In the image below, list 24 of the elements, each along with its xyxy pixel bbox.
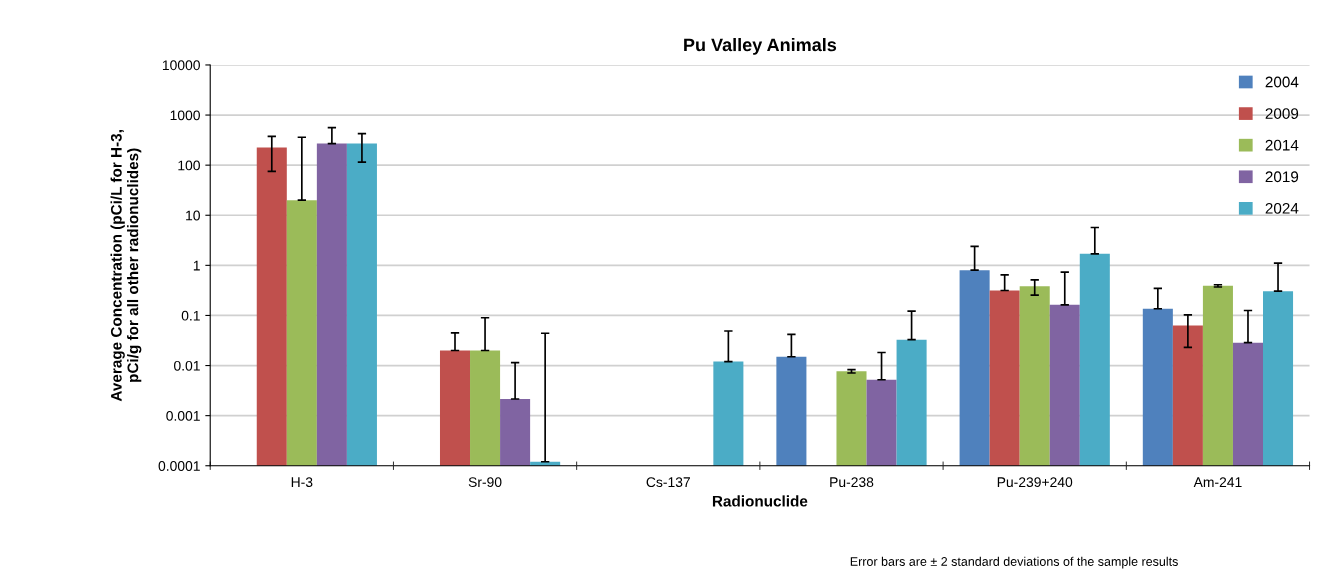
y-tick-label: 10000 [162, 60, 200, 71]
legend-label: 2019 [1265, 171, 1299, 183]
y-axis-title: Average Concentration (pCi/L for H-3, pCi/g for all other radionuclides) [110, 130, 142, 402]
x-axis-title: Radionuclide [712, 495, 808, 507]
x-tick-label: Pu-238 [830, 477, 874, 488]
y-tick-label: 100 [178, 160, 200, 171]
x-tick-label: Sr-90 [468, 477, 502, 488]
legend-label: 2024 [1265, 202, 1299, 214]
x-tick-label: Cs-137 [646, 477, 690, 488]
legend-label: 2014 [1265, 139, 1299, 151]
x-tick-label: Am-241 [1193, 477, 1242, 487]
y-tick-label: 10 [186, 210, 200, 221]
y-tick-label: 1000 [170, 110, 200, 121]
y-tick-label: 0.1 [181, 310, 200, 321]
x-tick-label: Pu-239+240 [997, 477, 1073, 488]
y-tick-label: 0.01 [174, 360, 200, 371]
y-tick-label: 0.001 [166, 410, 200, 421]
legend-label: 2004 [1265, 76, 1299, 88]
chart-title: Pu Valley Animals [684, 37, 837, 55]
y-tick-label: 0.0001 [158, 461, 200, 471]
text: Error bars are ± 2 standard deviations of the sample results [850, 556, 1178, 569]
legend-label: 2009 [1265, 108, 1299, 119]
y-tick-label: 1 [193, 260, 200, 271]
x-tick-label: H-3 [291, 477, 313, 488]
